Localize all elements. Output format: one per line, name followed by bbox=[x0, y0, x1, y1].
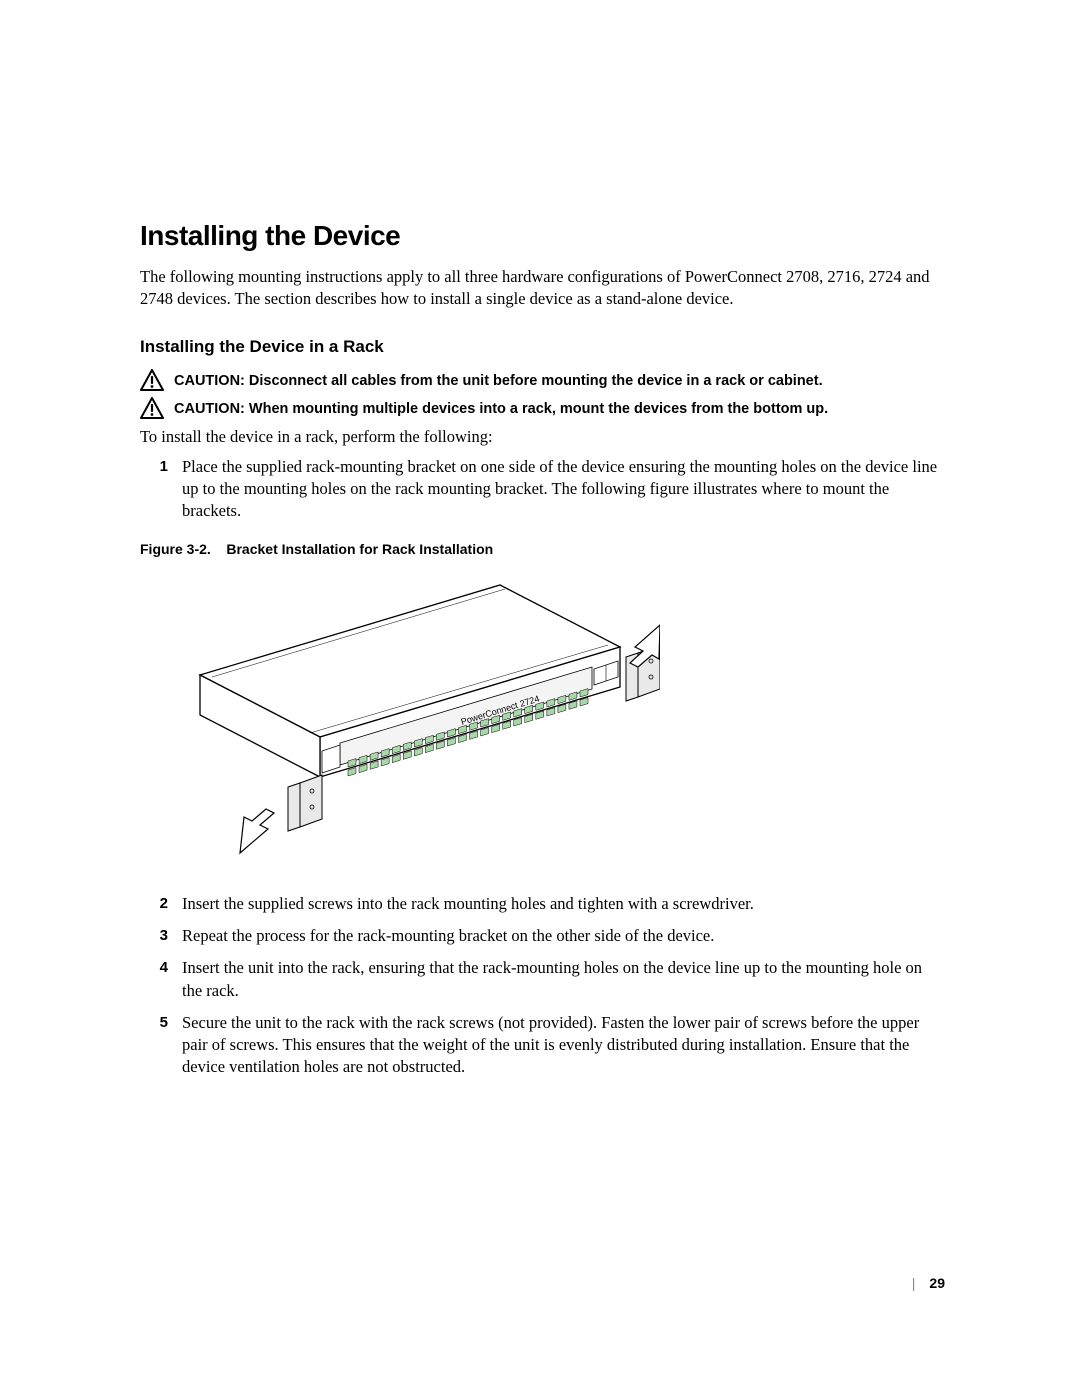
page-number-value: 29 bbox=[929, 1275, 945, 1291]
step-item: 1 Place the supplied rack-mounting brack… bbox=[140, 456, 945, 523]
step-number: 3 bbox=[154, 925, 168, 944]
step-number: 4 bbox=[154, 957, 168, 976]
step-text: Repeat the process for the rack-mounting… bbox=[182, 925, 945, 947]
step-item: 5 Secure the unit to the rack with the r… bbox=[140, 1012, 945, 1079]
figure-caption: Figure 3-2. Bracket Installation for Rac… bbox=[140, 541, 945, 557]
section-heading: Installing the Device in a Rack bbox=[140, 337, 945, 357]
step-text: Insert the unit into the rack, ensuring … bbox=[182, 957, 945, 1002]
caution-text: CAUTION: Disconnect all cables from the … bbox=[174, 369, 823, 392]
left-arrow-icon bbox=[240, 809, 274, 853]
caution-text: CAUTION: When mounting multiple devices … bbox=[174, 397, 828, 420]
figure-number: Figure 3-2. bbox=[140, 541, 211, 557]
warning-icon bbox=[140, 369, 164, 391]
caution-label: CAUTION: bbox=[174, 401, 249, 417]
document-page: Installing the Device The following moun… bbox=[0, 0, 1080, 1079]
figure-illustration: PowerConnect 2724 bbox=[140, 565, 660, 875]
warning-icon bbox=[140, 397, 164, 419]
step-text: Insert the supplied screws into the rack… bbox=[182, 893, 945, 915]
step-number: 2 bbox=[154, 893, 168, 912]
lead-line: To install the device in a rack, perform… bbox=[140, 426, 945, 448]
intro-paragraph: The following mounting instructions appl… bbox=[140, 266, 945, 311]
figure-title: Bracket Installation for Rack Installati… bbox=[226, 541, 493, 557]
left-bracket bbox=[288, 775, 322, 831]
step-number: 5 bbox=[154, 1012, 168, 1031]
caution-note: CAUTION: Disconnect all cables from the … bbox=[140, 369, 945, 392]
step-text: Place the supplied rack-mounting bracket… bbox=[182, 456, 945, 523]
caution-label: CAUTION: bbox=[174, 373, 249, 389]
step-text: Secure the unit to the rack with the rac… bbox=[182, 1012, 945, 1079]
page-title: Installing the Device bbox=[140, 220, 945, 252]
step-item: 2 Insert the supplied screws into the ra… bbox=[140, 893, 945, 915]
step-item: 3 Repeat the process for the rack-mounti… bbox=[140, 925, 945, 947]
caution-note: CAUTION: When mounting multiple devices … bbox=[140, 397, 945, 420]
caution-message: When mounting multiple devices into a ra… bbox=[249, 401, 828, 417]
page-number: |29 bbox=[912, 1275, 945, 1291]
step-number: 1 bbox=[154, 456, 168, 475]
caution-message: Disconnect all cables from the unit befo… bbox=[249, 373, 823, 389]
step-item: 4 Insert the unit into the rack, ensurin… bbox=[140, 957, 945, 1002]
